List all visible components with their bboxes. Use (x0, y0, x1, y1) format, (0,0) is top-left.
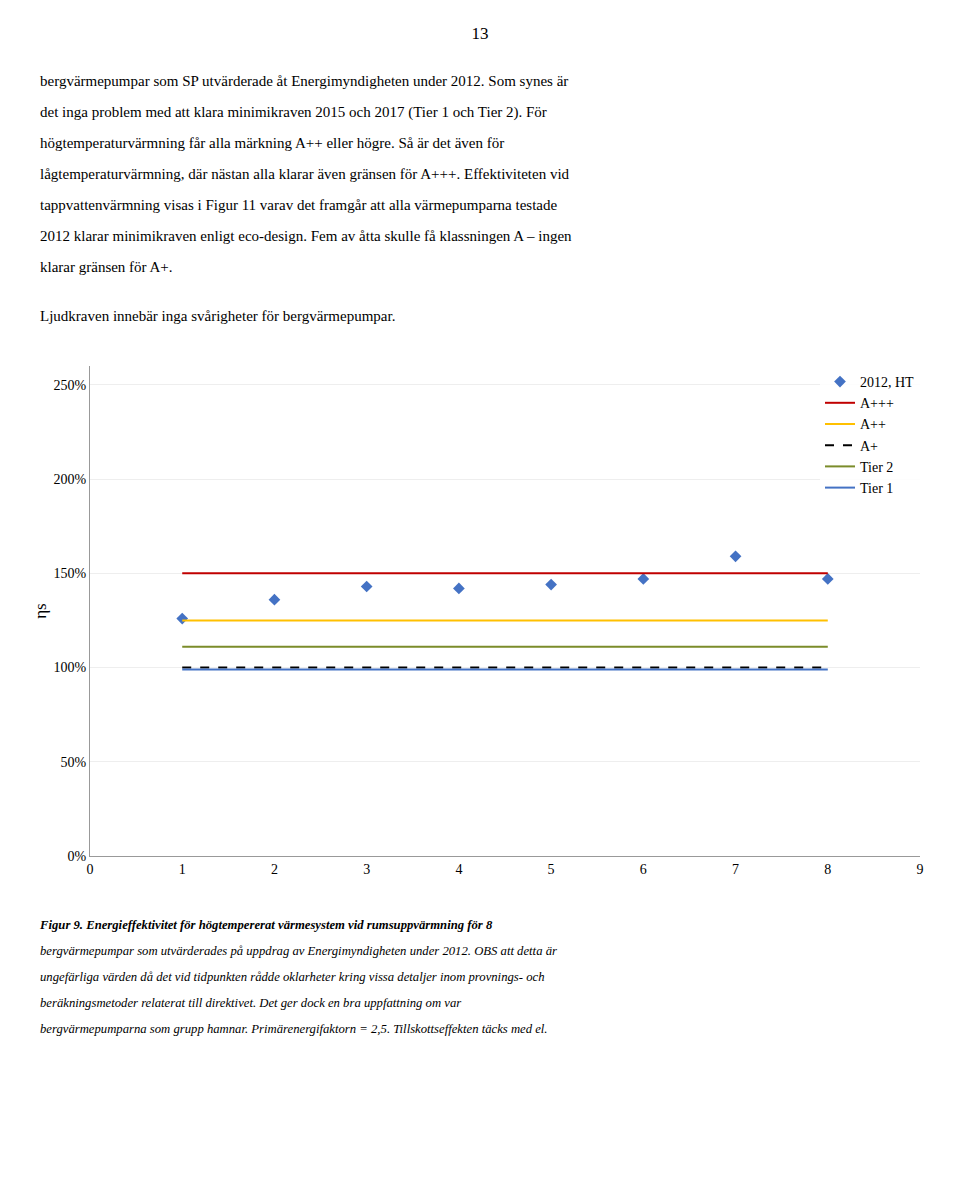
svg-text:0%: 0% (68, 849, 87, 864)
svg-text:Tier 2: Tier 2 (860, 460, 893, 475)
svg-text:250%: 250% (54, 378, 87, 393)
svg-text:Tier 1: Tier 1 (860, 481, 893, 496)
svg-text:5: 5 (548, 862, 555, 877)
svg-text:2012, HT: 2012, HT (860, 375, 914, 390)
svg-text:50%: 50% (61, 755, 87, 770)
svg-text:2: 2 (271, 862, 278, 877)
html-text:lågtemperaturvärmning, där näs: lågtemperaturvärmning, där nästan alla k… (40, 166, 570, 182)
html-text:bergvärmepumpar som SP utvärde: bergvärmepumpar som SP utvärderade åt En… (40, 73, 569, 89)
svg-text:150%: 150% (54, 566, 87, 581)
html-text:klarar gränsen för A+.: klarar gränsen för A+. (40, 259, 173, 275)
html-text:beräkningsmetoder relaterat ti: beräkningsmetoder relaterat till direkti… (40, 996, 462, 1010)
html-text:Ljudkraven innebär inga svårig: Ljudkraven innebär inga svårigheter för … (40, 308, 396, 324)
svg-text:A++: A++ (860, 417, 886, 432)
svg-text:4: 4 (455, 862, 462, 877)
html-text:bergvärmepumpar som utvärderad: bergvärmepumpar som utvärderades på uppd… (40, 944, 557, 958)
html-text:tappvattenvärmning visas i Fig: tappvattenvärmning visas i Figur 11 vara… (40, 197, 558, 213)
svg-text:8: 8 (824, 862, 831, 877)
html-text:Figur 9. Energieffektivitet fö: Figur 9. Energieffektivitet för högtempe… (40, 918, 493, 932)
svg-text:A+: A+ (860, 439, 878, 454)
svg-text:100%: 100% (54, 660, 87, 675)
html-text:2012 klarar minimikraven enlig: 2012 klarar minimikraven enligt eco-desi… (40, 228, 572, 244)
html-text:det inga problem med att klara: det inga problem med att klara minimikra… (40, 104, 547, 120)
html-text:ungefärliga värden då det vid: ungefärliga värden då det vid tidpunkten… (40, 970, 545, 984)
html-text:högtemperaturvärmning får alla: högtemperaturvärmning får alla märkning … (40, 135, 505, 151)
svg-text:200%: 200% (54, 472, 87, 487)
svg-text:A+++: A+++ (860, 396, 894, 411)
svg-text:6: 6 (640, 862, 647, 877)
svg-text:3: 3 (363, 862, 370, 877)
svg-text:ηs: ηs (31, 603, 50, 619)
svg-text:0: 0 (87, 862, 94, 877)
html-text:bergvärmepumparna som grupp ha: bergvärmepumparna som grupp hamnar. Prim… (40, 1022, 548, 1036)
svg-text:1: 1 (179, 862, 186, 877)
svg-text:9: 9 (917, 862, 924, 877)
html-text:13: 13 (471, 24, 489, 43)
svg-text:7: 7 (732, 862, 739, 877)
